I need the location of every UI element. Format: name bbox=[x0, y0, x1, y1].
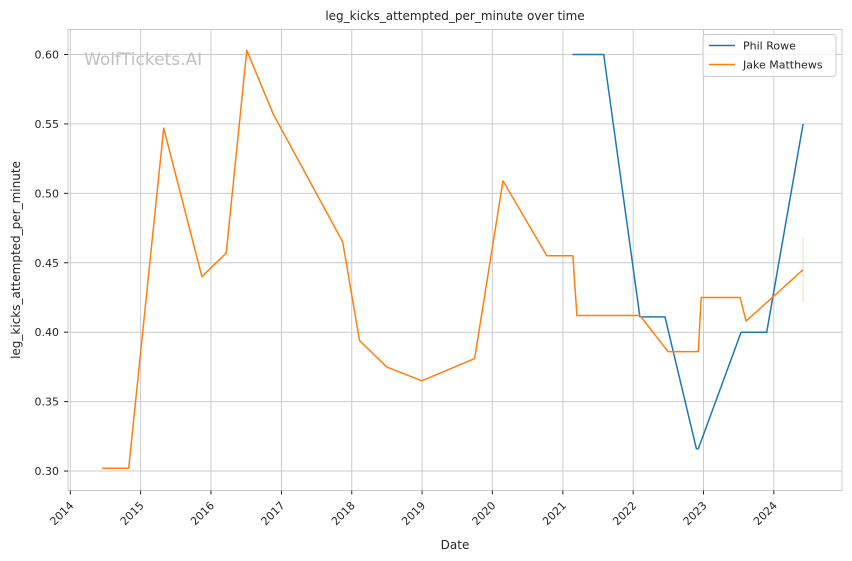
x-axis-label: Date bbox=[441, 538, 470, 552]
data-point-jake-matthews bbox=[802, 269, 804, 271]
data-point-jake-matthews bbox=[739, 296, 741, 298]
legend-box bbox=[702, 34, 837, 77]
data-point-jake-matthews bbox=[546, 255, 548, 257]
data-point-phil-rowe bbox=[695, 448, 697, 450]
data-point-jake-matthews bbox=[163, 127, 165, 129]
data-point-jake-matthews bbox=[272, 113, 274, 115]
series-line-jake-matthews bbox=[102, 49, 804, 470]
grid bbox=[68, 29, 842, 491]
data-point-jake-matthews bbox=[576, 315, 578, 317]
data-point-jake-matthews bbox=[502, 180, 504, 182]
data-point-phil-rowe bbox=[802, 123, 804, 125]
y-axis-label: leg_kicks_attempted_per_minute bbox=[9, 161, 23, 359]
data-point-jake-matthews bbox=[358, 340, 360, 342]
legend: Phil Rowe Jake Matthews bbox=[702, 34, 837, 77]
data-point-jake-matthews bbox=[667, 351, 669, 353]
data-point-jake-matthews bbox=[745, 320, 747, 322]
y-tick-label: 0.60 bbox=[35, 48, 60, 61]
data-point-jake-matthews bbox=[128, 467, 130, 469]
y-tick-label: 0.35 bbox=[35, 396, 60, 409]
data-point-phil-rowe bbox=[697, 448, 699, 450]
watermark: WolfTickets.AI bbox=[84, 50, 202, 70]
y-tick-label: 0.40 bbox=[35, 326, 60, 339]
data-point-phil-rowe bbox=[766, 331, 768, 333]
data-point-jake-matthews bbox=[697, 351, 699, 353]
legend-label-phil-rowe: Phil Rowe bbox=[743, 40, 796, 53]
plot-area bbox=[67, 29, 843, 491]
data-point-phil-rowe bbox=[740, 331, 742, 333]
data-point-jake-matthews bbox=[386, 366, 388, 368]
data-point-jake-matthews bbox=[342, 241, 344, 243]
data-point-jake-matthews bbox=[474, 358, 476, 360]
data-point-jake-matthews bbox=[101, 467, 103, 469]
series-line-phil-rowe bbox=[572, 53, 804, 450]
legend-label-jake-matthews: Jake Matthews bbox=[742, 59, 823, 72]
y-axis: 0.30 0.35 0.40 0.45 0.50 0.55 0.60 bbox=[35, 48, 68, 478]
data-point-jake-matthews bbox=[201, 276, 203, 278]
data-point-jake-matthews bbox=[246, 49, 248, 51]
data-point-jake-matthews bbox=[700, 296, 702, 298]
data-point-phil-rowe bbox=[664, 316, 666, 318]
data-point-phil-rowe bbox=[572, 53, 574, 55]
chart-title: leg_kicks_attempted_per_minute over time bbox=[325, 9, 584, 23]
data-point-phil-rowe bbox=[603, 53, 605, 55]
y-tick-label: 0.50 bbox=[35, 187, 60, 200]
data-point-jake-matthews bbox=[421, 380, 423, 382]
y-tick-label: 0.30 bbox=[35, 465, 60, 478]
y-tick-label: 0.45 bbox=[35, 257, 60, 270]
data-point-jake-matthews bbox=[639, 315, 641, 317]
data-point-jake-matthews bbox=[572, 255, 574, 257]
y-tick-label: 0.55 bbox=[35, 118, 60, 131]
series-layer bbox=[101, 49, 804, 470]
data-point-jake-matthews bbox=[225, 252, 227, 254]
